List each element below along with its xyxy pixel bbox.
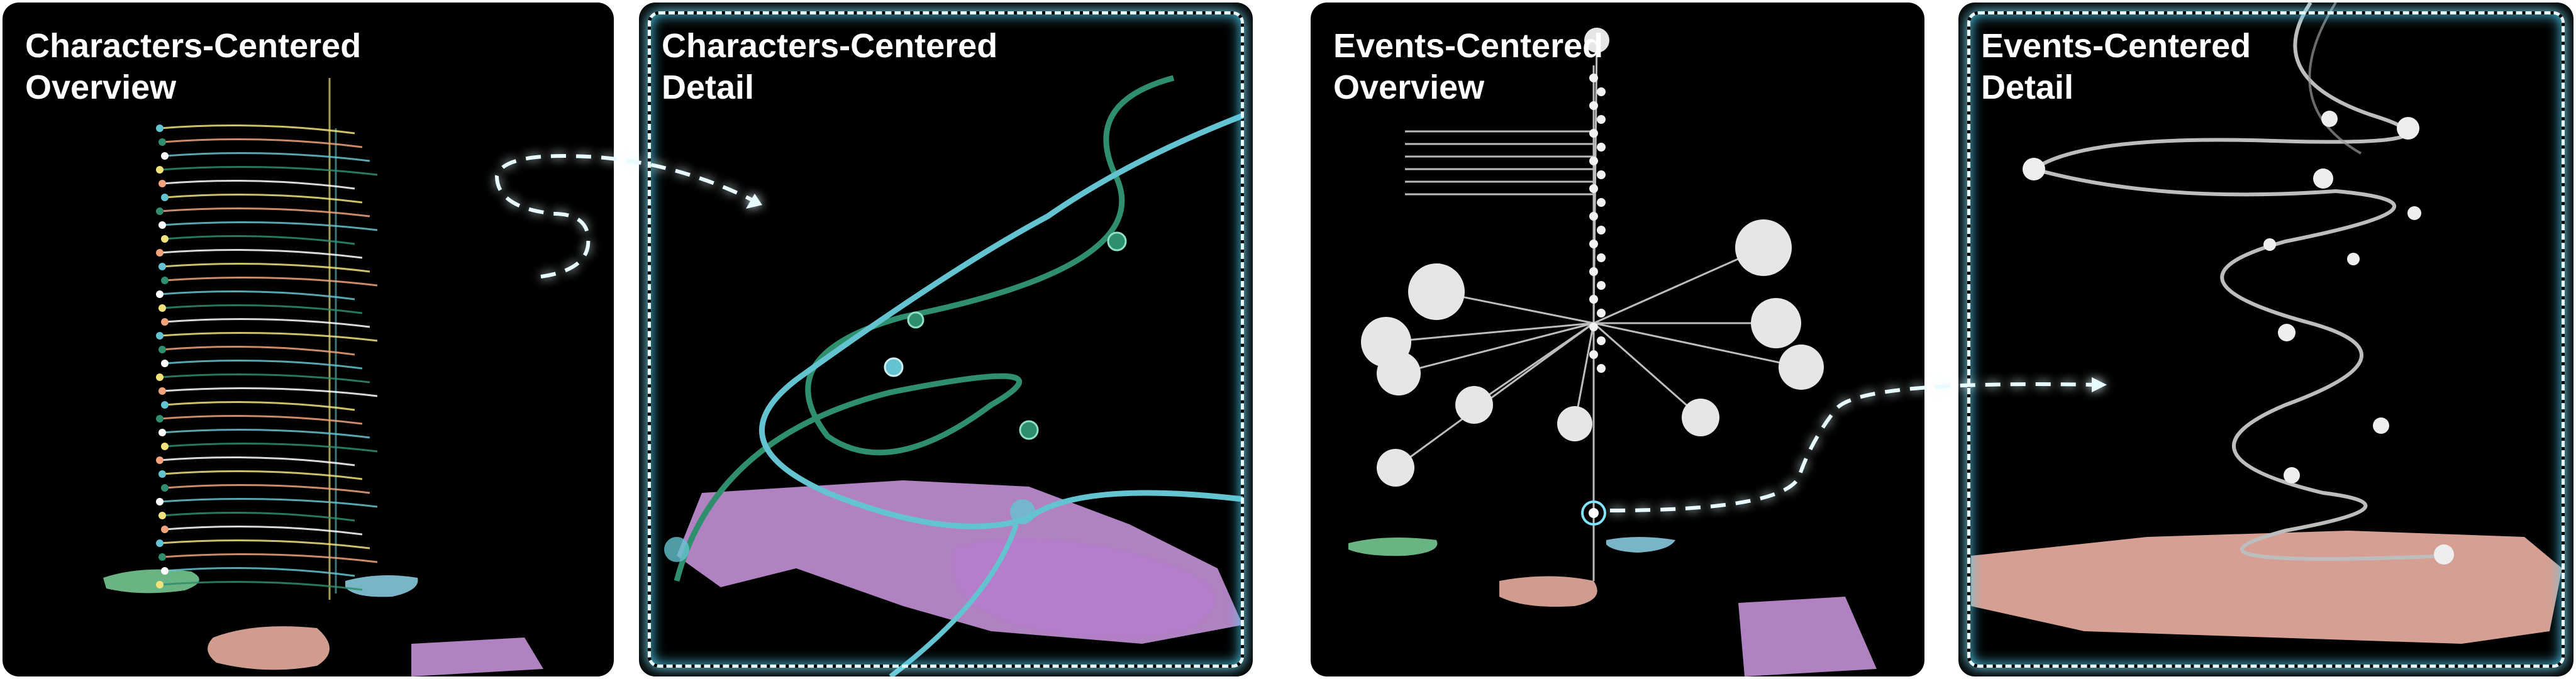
map-patch-blue	[345, 575, 418, 597]
map-patch-blue	[1606, 537, 1675, 553]
panel-characters-detail[interactable]: Characters-Centered Detail	[639, 3, 1253, 676]
map-patch-green	[103, 569, 199, 593]
selected-node-marker	[1581, 500, 1606, 526]
characters-overview-scene	[103, 78, 543, 676]
trajectory-cyan	[759, 113, 1244, 529]
panel-title: Events-Centered Overview	[1333, 27, 1604, 106]
panel-characters-overview[interactable]: Characters-Centered Overview	[3, 3, 614, 676]
trajectory-green	[674, 75, 1175, 582]
map-patch-purple	[1738, 597, 1877, 676]
map-patch-green	[1348, 538, 1438, 556]
panel-events-detail[interactable]: Events-Centered Detail	[1958, 3, 2573, 676]
characters-detail-scene	[664, 75, 1244, 676]
map-patch-pink	[1499, 576, 1597, 607]
events-overview-scene	[1348, 28, 1877, 676]
panel-title: Characters-Centered Detail	[662, 27, 998, 106]
map-patch-pink	[208, 626, 330, 670]
panel-title: Events-Centered Detail	[1981, 27, 2251, 106]
panel-title: Characters-Centered Overview	[25, 27, 362, 106]
map-region-pink	[1971, 531, 2562, 644]
map-patch-purple	[411, 638, 543, 676]
panel-events-overview[interactable]: Events-Centered Overview	[1311, 3, 1924, 676]
events-detail-scene	[1971, 3, 2562, 644]
